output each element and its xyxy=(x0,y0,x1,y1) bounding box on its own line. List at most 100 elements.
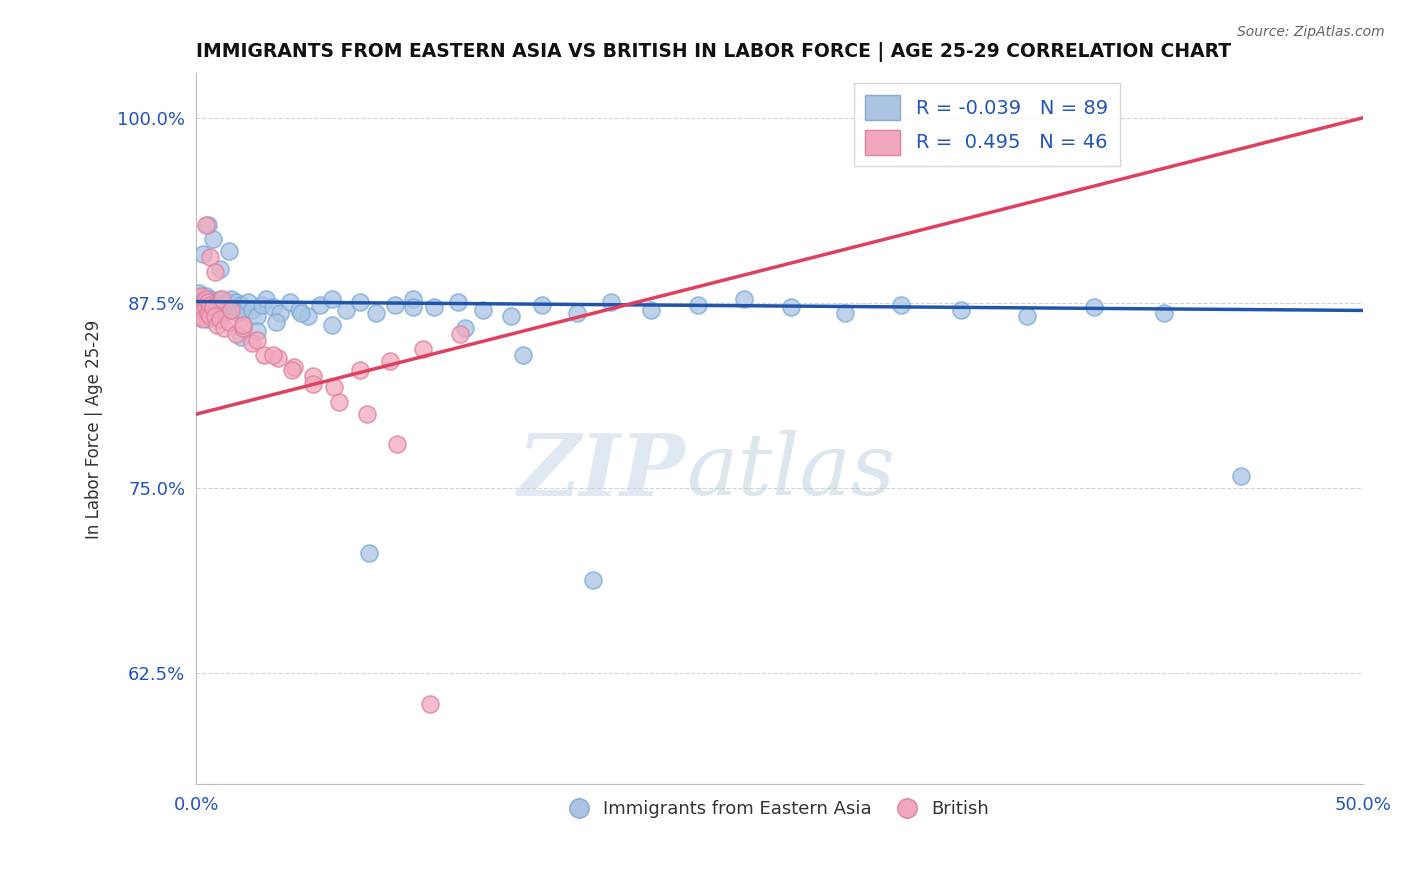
Point xyxy=(278,294,301,309)
Point xyxy=(232,321,254,335)
Point xyxy=(204,294,226,309)
Point xyxy=(309,297,332,311)
Point xyxy=(582,573,605,587)
Point xyxy=(733,292,755,306)
Point xyxy=(200,250,222,264)
Point xyxy=(472,303,495,318)
Point xyxy=(190,296,212,310)
Point xyxy=(190,301,212,315)
Point xyxy=(194,306,217,320)
Point xyxy=(236,294,259,309)
Point xyxy=(193,312,215,326)
Point xyxy=(419,698,441,712)
Point xyxy=(780,301,803,315)
Point xyxy=(446,294,468,309)
Point xyxy=(512,348,534,362)
Point xyxy=(364,306,387,320)
Point xyxy=(211,297,233,311)
Point xyxy=(600,294,623,309)
Point xyxy=(530,297,553,311)
Point xyxy=(197,306,219,320)
Point xyxy=(214,306,236,320)
Point xyxy=(423,301,446,315)
Point xyxy=(218,315,240,329)
Point xyxy=(197,294,219,309)
Point xyxy=(197,294,219,309)
Point xyxy=(240,303,263,318)
Point xyxy=(193,306,215,320)
Point xyxy=(246,324,269,338)
Point xyxy=(187,294,209,309)
Point xyxy=(204,306,226,320)
Point xyxy=(950,303,973,318)
Point xyxy=(190,310,212,325)
Point xyxy=(201,296,224,310)
Point xyxy=(1153,306,1175,320)
Point xyxy=(453,321,475,335)
Point xyxy=(565,306,588,320)
Point xyxy=(240,336,263,351)
Point xyxy=(384,297,406,311)
Point xyxy=(194,218,217,232)
Point xyxy=(640,303,662,318)
Point xyxy=(335,303,357,318)
Point xyxy=(218,244,240,259)
Text: atlas: atlas xyxy=(686,430,896,513)
Point xyxy=(200,292,222,306)
Point xyxy=(190,303,212,318)
Point xyxy=(321,292,343,306)
Point xyxy=(449,327,471,342)
Point xyxy=(193,294,215,309)
Point xyxy=(250,297,273,311)
Point xyxy=(194,292,217,306)
Point xyxy=(402,301,425,315)
Point xyxy=(262,348,284,362)
Text: ZIP: ZIP xyxy=(519,430,686,513)
Point xyxy=(194,288,217,302)
Point xyxy=(197,218,219,232)
Point xyxy=(211,292,233,306)
Point xyxy=(229,330,252,344)
Point xyxy=(194,297,217,311)
Point xyxy=(232,318,254,333)
Point xyxy=(246,333,269,347)
Point xyxy=(1230,469,1253,483)
Point xyxy=(328,395,350,409)
Point xyxy=(222,301,245,315)
Point xyxy=(204,310,226,324)
Point xyxy=(187,285,209,300)
Point xyxy=(253,348,276,362)
Point xyxy=(232,303,254,318)
Point xyxy=(686,297,709,311)
Point xyxy=(201,303,224,318)
Point xyxy=(1015,310,1038,324)
Point xyxy=(302,377,325,392)
Point xyxy=(208,262,231,277)
Point xyxy=(254,292,277,306)
Point xyxy=(501,310,523,324)
Point xyxy=(193,292,215,306)
Point xyxy=(208,303,231,318)
Point xyxy=(246,310,269,324)
Point xyxy=(200,301,222,315)
Point xyxy=(834,306,856,320)
Point xyxy=(349,362,371,376)
Point xyxy=(267,351,290,365)
Point xyxy=(378,353,401,368)
Point xyxy=(187,292,209,306)
Point xyxy=(187,296,209,310)
Point xyxy=(229,297,252,311)
Point xyxy=(207,310,229,324)
Point xyxy=(356,407,378,421)
Point xyxy=(357,546,380,560)
Point xyxy=(215,294,238,309)
Point xyxy=(297,310,319,324)
Point xyxy=(190,288,212,302)
Point xyxy=(201,232,224,246)
Point xyxy=(187,303,209,318)
Point xyxy=(402,292,425,306)
Point xyxy=(197,312,219,326)
Point xyxy=(226,306,249,320)
Point xyxy=(302,368,325,383)
Point xyxy=(208,312,231,326)
